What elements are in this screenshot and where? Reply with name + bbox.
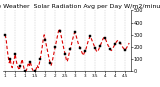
Title: Milwaukee Weather  Solar Radiation Avg per Day W/m2/minute: Milwaukee Weather Solar Radiation Avg pe… xyxy=(0,4,160,9)
